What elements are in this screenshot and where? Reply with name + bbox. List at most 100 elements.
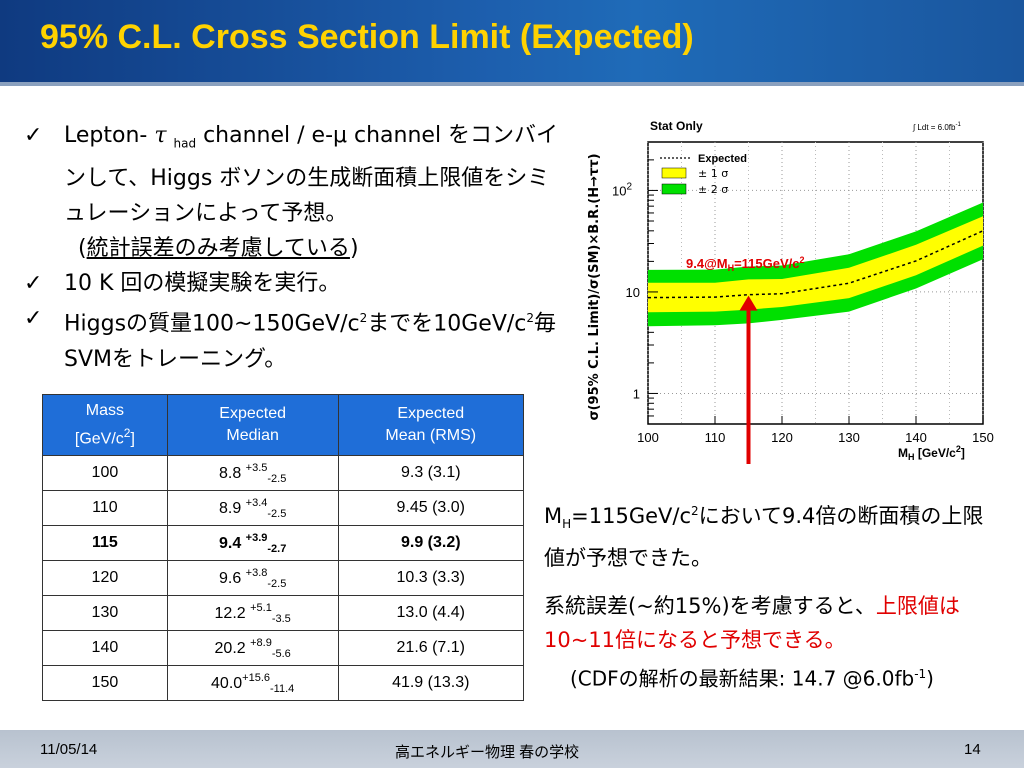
chart-title: Stat Only: [650, 119, 703, 133]
header-mean-line2: Mean (RMS): [385, 427, 477, 444]
header-median-line2: Median: [226, 427, 279, 444]
header-mass-line1: Mass: [85, 401, 125, 419]
cell-median-down: -11.4: [270, 682, 295, 695]
header-mass-end: ]: [130, 430, 135, 448]
tau-symbol: τ: [154, 123, 167, 148]
conclusion-p1-a: M: [544, 504, 563, 528]
cell-mass: 110: [42, 490, 168, 526]
header-median-line1: Expected: [219, 405, 287, 422]
cell-median-value: 40.0: [211, 674, 243, 692]
cell-median-down: -5.6: [271, 647, 291, 660]
annotation-label: 9.4@MH=115GeV/c2: [686, 255, 805, 273]
annotation-arrow-head: [739, 295, 758, 311]
bullet-2-text: 10 K 回の模擬実験を実行。: [64, 271, 341, 297]
legend-1sigma-swatch: [661, 167, 687, 179]
cell-mean: 9.45 (3.0): [337, 490, 525, 526]
cell-median-up: +3.4: [245, 496, 268, 509]
cell-median: 8.9 +3.4-2.5: [166, 490, 339, 526]
annotation-part: 2: [800, 255, 805, 265]
cell-mass: 100: [42, 455, 168, 491]
x-axis-label-part: 2: [956, 444, 961, 454]
cell-mean: 13.0 (4.4): [337, 595, 525, 631]
bullet-3-sup1: 2: [359, 311, 368, 326]
cell-median-up: +3.8: [245, 566, 268, 579]
table-row: 110 8.9 +3.4-2.5 9.45 (3.0): [42, 490, 525, 526]
cell-median: 9.6 +3.8-2.5: [166, 560, 339, 596]
y-tick-label: 102: [612, 181, 632, 198]
bullet-1-text: channel / e-μ channel をコンバインして、Higgs ボソン…: [64, 123, 559, 227]
bullet-3-part2: までを10GeV/c: [367, 311, 527, 337]
cell-median-up: +15.6: [242, 671, 271, 684]
header-median: Expected Median: [166, 394, 339, 456]
checkmark-icon: ✓: [24, 271, 43, 297]
checkmark-icon: ✓: [24, 306, 43, 332]
expected-line: [647, 230, 984, 299]
legend-2sigma-swatch: [661, 183, 687, 195]
x-tick-label: 130: [838, 430, 860, 445]
conclusion-p2: 系統誤差(~約15%)を考慮すると、上限値は10~11倍になると予想できる。 (…: [544, 589, 1004, 696]
cdf-note-sup: -1: [914, 667, 927, 682]
footer-page-number: 14: [964, 741, 981, 758]
header-mean-line1: Expected: [397, 405, 465, 422]
lumi-text: ∫ Ldt = 6.0fb: [912, 123, 956, 132]
cell-median-down: -2.5: [267, 507, 287, 520]
x-axis-label-part: H: [908, 452, 915, 462]
cell-median-up: +8.9: [250, 636, 272, 649]
results-table: Mass [GeV/c2] Expected Median Expected M…: [42, 394, 525, 701]
y-tick-label-base: 1: [633, 386, 640, 401]
y-axis-label: σ(95% C.L. Limit)/σ(SM)×B.R.(H→ττ): [587, 153, 602, 420]
footer-date: 11/05/14: [40, 741, 98, 758]
bullet-3-part1: Higgsの質量100~150GeV/c: [64, 311, 360, 337]
footer-center: 高エネルギー物理 春の学校: [395, 744, 580, 761]
cell-median-value: 8.8: [218, 464, 246, 482]
table-row: 120 9.6 +3.8-2.5 10.3 (3.3): [42, 560, 525, 596]
table-body: 100 8.8 +3.5-2.5 9.3 (3.1) 110 8.9 +3.4-2.5 9…: [42, 455, 525, 701]
x-tick-label: 140: [905, 430, 927, 445]
bullet-1-underlined: 統計誤差のみ考慮している: [86, 236, 350, 262]
annotation-part: H: [728, 263, 735, 273]
limit-chart: 100 110 120 130 140 150 1 10 102 Stat Only ∫ Ldt =…: [568, 112, 1008, 472]
cell-median-value: 9.6: [218, 569, 246, 587]
x-tick-label: 110: [705, 430, 726, 445]
cell-mean: 10.3 (3.3): [337, 560, 525, 596]
annotation-part: =115GeV/c: [734, 256, 799, 271]
header-mass-sup: 2: [123, 425, 131, 440]
bullet-1-paren-open: (: [78, 236, 87, 262]
cell-median-value: 12.2: [214, 604, 251, 622]
cell-median-down: -3.5: [271, 612, 291, 625]
x-tick-label: 120: [771, 430, 793, 445]
annotation-part: 9.4@M: [686, 256, 728, 271]
x-tick-label: 150: [972, 430, 994, 445]
checkmark-icon: ✓: [24, 123, 43, 148]
cell-median-up: +3.9: [245, 531, 268, 544]
cell-median-up: +5.1: [250, 601, 272, 614]
tau-subscript: had: [173, 136, 197, 151]
cell-mass: 120: [42, 560, 168, 596]
y-tick-label-exponent: 2: [626, 181, 632, 192]
cell-median-down: -2.7: [267, 542, 287, 555]
cell-median: 12.2 +5.1-3.5: [166, 595, 339, 631]
cell-median-down: -2.5: [267, 472, 287, 485]
bullet-1: ✓ Lepton- τ had channel / e-μ channel をコ…: [24, 118, 564, 266]
header-mean: Expected Mean (RMS): [337, 394, 525, 456]
cdf-note-a: (CDFの解析の最新結果: 14.7 @6.0fb: [570, 666, 915, 691]
lumi-label: ∫ Ldt = 6.0fb-1: [912, 122, 961, 132]
conclusion-p1-sub: H: [562, 517, 572, 532]
x-tick-label: 100: [637, 430, 659, 445]
footer: 11/05/14 高エネルギー物理 春の学校 14: [0, 730, 1024, 768]
conclusion-p1-sup: 2: [691, 504, 699, 518]
cell-median-value: 20.2: [214, 639, 251, 657]
y-tick-label-base: 10: [626, 285, 640, 300]
table-row: 150 40.0+15.6-11.4 41.9 (13.3): [42, 665, 525, 701]
cell-mass: 140: [42, 630, 168, 666]
x-axis-label-part: ]: [961, 446, 965, 460]
conclusion-text: MH=115GeV/c2において9.4倍の断面積の上限値が予想できた。 系統誤差…: [544, 494, 1004, 696]
x-axis-label-part: [GeV/c: [915, 446, 957, 460]
cell-median: 20.2 +8.9-5.6: [166, 630, 339, 666]
title-bar: 95% C.L. Cross Section Limit (Expected): [0, 0, 1024, 86]
bullet-3-sup2: 2: [526, 311, 535, 326]
bullet-1-paren-close: ): [349, 236, 359, 262]
cell-mean: 21.6 (7.1): [337, 630, 525, 666]
conclusion-p2-a: 系統誤差(~約15%)を考慮すると、: [544, 594, 876, 619]
conclusion-p1: MH=115GeV/c2において9.4倍の断面積の上限値が予想できた。: [544, 494, 1004, 575]
